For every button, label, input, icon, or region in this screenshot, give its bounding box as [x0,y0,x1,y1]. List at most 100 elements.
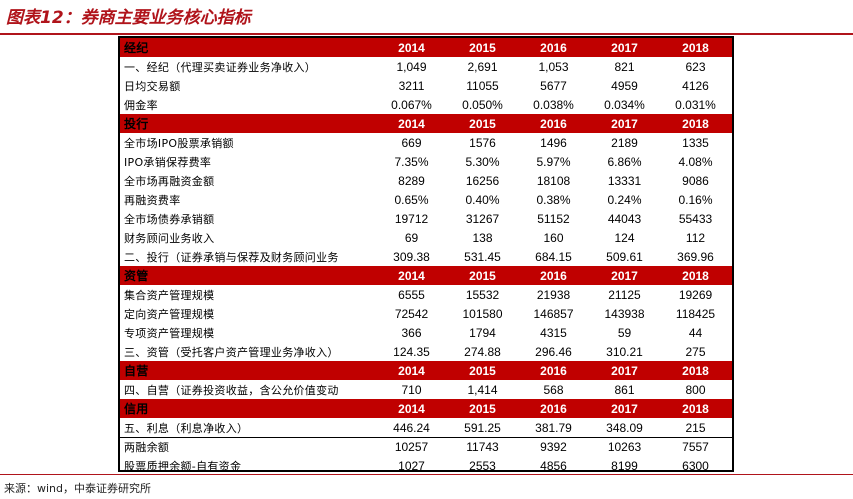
row-label: 股票质押余额-自有资金 [124,459,242,473]
value-cell: 310.21 [606,344,643,359]
year-header-cell: 2014 [398,116,425,131]
value-cell: 1794 [469,325,496,340]
value-cell: 69 [404,230,419,245]
value-cell: 19269 [678,287,713,302]
value-cell: 2,691 [467,59,498,74]
value-cell: 16256 [465,173,500,188]
value-cell: 591.25 [464,420,501,435]
value-cell: 309.38 [393,249,430,264]
row-label: 全市场再融资金额 [124,174,215,188]
table-row: 专项资产管理规模 366 1794 4315 59 44 [120,323,732,342]
value-cell: 13331 [607,173,642,188]
value-cell: 146857 [533,306,574,321]
table-row: 三、资管（受托客户资产管理业务净收入） 124.35 274.88 296.46 310… [120,342,732,362]
value-cell: 118425 [675,306,716,321]
section-header-row: 经纪 2014 2015 2016 2017 2018 [120,38,732,57]
table-row: 全市场债券承销额 19712 31267 51152 44043 55433 [120,209,732,228]
row-label: 二、投行（证券承销与保荐及财务顾问业务 [124,250,339,264]
value-cell: 72542 [394,306,429,321]
row-label: 定向资产管理规模 [124,307,215,321]
value-cell: 10257 [394,439,429,454]
year-header-cell: 2017 [611,268,638,283]
value-cell: 215 [685,420,706,435]
value-cell: 3211 [398,78,425,93]
year-header-cell: 2017 [611,401,638,416]
year-header-cell: 2015 [469,363,496,378]
year-header-cell: 2017 [611,40,638,55]
value-cell: 800 [685,382,706,397]
value-cell: 1335 [682,135,709,150]
year-header-cell: 2018 [682,401,709,416]
value-cell: 18108 [536,173,571,188]
source-note: 来源：wind，中泰证券研究所 [4,482,152,495]
year-header-cell: 2014 [398,268,425,283]
section-header-row: 资管 2014 2015 2016 2017 2018 [120,266,732,285]
value-cell: 623 [685,59,706,74]
value-cell: 124 [614,230,635,245]
value-cell: 2189 [611,135,638,150]
value-cell: 348.09 [606,420,643,435]
value-cell: 274.88 [464,344,501,359]
section-header-label: 资管 [124,269,149,283]
row-label: 财务顾问业务收入 [124,231,215,245]
value-cell: 7.35% [394,154,429,169]
table-row: 定向资产管理规模 72542 101580 146857 143938 118425 [120,304,732,323]
year-header-cell: 2017 [611,363,638,378]
table-row: 佣金率 0.067% 0.050% 0.038% 0.034% 0.031% [120,95,732,114]
value-cell: 369.96 [677,249,714,264]
value-cell: 1,049 [396,59,427,74]
value-cell: 55433 [678,211,713,226]
row-label: 五、利息（利息净收入） [124,421,249,435]
value-cell: 531.45 [464,249,501,264]
year-header-cell: 2015 [469,401,496,416]
value-cell: 44 [688,325,703,340]
source-divider [0,474,853,475]
table-row: 日均交易额 3211 11055 5677 4959 4126 [120,76,732,95]
value-cell: 4959 [611,78,638,93]
year-header-cell: 2018 [682,363,709,378]
value-cell: 11743 [466,439,499,454]
value-cell: 4.08% [678,154,713,169]
year-header-cell: 2015 [469,40,496,55]
title-divider [0,33,853,35]
row-label: 专项资产管理规模 [124,326,215,340]
row-label: 再融资费率 [124,193,181,207]
section-header-label: 投行 [124,117,149,131]
value-cell: 4126 [682,78,709,93]
table-row: 四、自营（证券投资收益，含公允价值变动 710 1,414 568 861 800 [120,380,732,400]
table-row: 全市场再融资金额 8289 16256 18108 13331 9086 [120,171,732,190]
table-row: 再融资费率 0.65% 0.40% 0.38% 0.24% 0.16% [120,190,732,209]
value-cell: 509.61 [606,249,643,264]
row-label: 全市场IPO股票承销额 [124,136,234,150]
value-cell: 21125 [608,287,641,302]
value-cell: 160 [543,230,564,245]
value-cell: 21938 [536,287,571,302]
value-cell: 6555 [398,287,425,302]
value-cell: 9392 [540,439,567,454]
value-cell: 8289 [398,173,425,188]
value-cell: 31267 [465,211,500,226]
year-header-cell: 2015 [469,116,496,131]
value-cell: 0.38% [536,192,571,207]
section-header-label: 自营 [124,364,149,378]
value-cell: 446.24 [393,420,430,435]
value-cell: 0.067% [391,97,432,112]
table-row: 五、利息（利息净收入） 446.24 591.25 381.79 348.09 215 [120,418,732,438]
value-cell: 1576 [469,135,496,150]
value-cell: 9086 [682,173,709,188]
row-label: 日均交易额 [124,79,181,93]
value-cell: 366 [401,325,422,340]
value-cell: 19712 [394,211,429,226]
value-cell: 11055 [466,78,499,93]
value-cell: 296.46 [535,344,572,359]
value-cell: 44043 [607,211,642,226]
value-cell: 6.86% [607,154,642,169]
year-header-cell: 2018 [682,40,709,55]
year-header-cell: 2016 [540,116,567,131]
table-row: IPO承销保荐费率 7.35% 5.30% 5.97% 6.86% 4.08% [120,152,732,171]
value-cell: 5.30% [465,154,500,169]
table-row: 一、经纪（代理买卖证券业务净收入） 1,049 2,691 1,053 821 623 [120,57,732,76]
section-header-row: 投行 2014 2015 2016 2017 2018 [120,114,732,133]
value-cell: 684.15 [535,249,572,264]
value-cell: 7557 [682,439,709,454]
